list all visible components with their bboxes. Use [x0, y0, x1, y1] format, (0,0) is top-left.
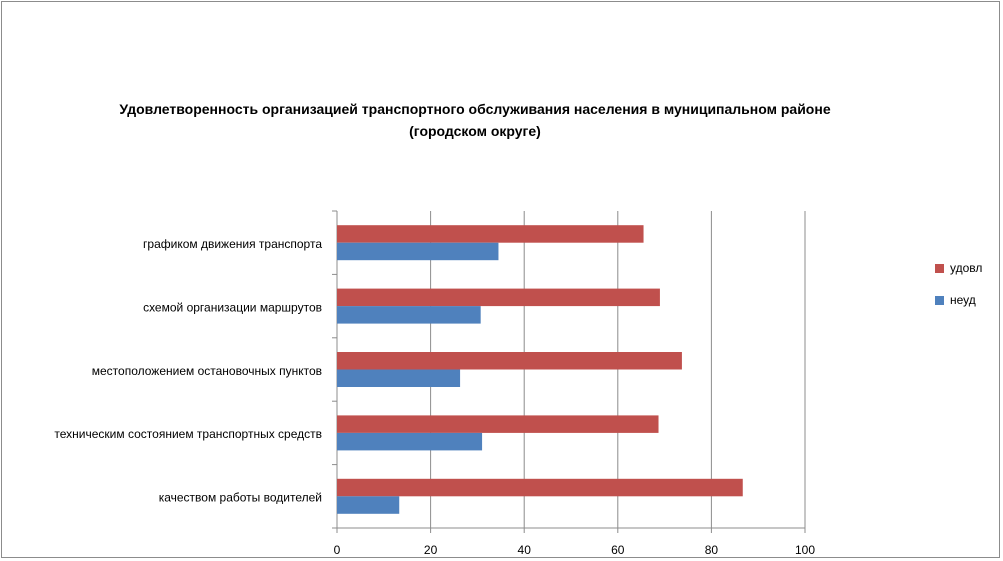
x-tick-label-0: 0: [334, 543, 341, 557]
category-label-2: местоположением остановочных пунктов: [92, 364, 322, 378]
bar-udovl-4: [337, 478, 743, 497]
bar-udovl-0: [337, 225, 644, 243]
bar-udovl-1: [337, 288, 660, 307]
bar-neud-4: [337, 496, 400, 514]
legend-item-neud: неуд: [935, 290, 982, 310]
category-label-1: схемой организации маршрутов: [143, 300, 322, 314]
x-tick-label-100: 100: [795, 543, 815, 557]
x-tick-label-60: 60: [611, 543, 625, 557]
legend-label-udovl: удовл: [950, 261, 983, 275]
x-tick-label-40: 40: [518, 543, 532, 557]
bar-neud-2: [337, 369, 461, 387]
legend-label-neud: неуд: [950, 293, 976, 307]
bar-udovl-3: [337, 415, 659, 433]
category-label-0: графиком движения транспорта: [143, 237, 322, 251]
legend-swatch-neud: [935, 295, 944, 305]
bar-neud-1: [337, 306, 481, 324]
chart-title: Удовлетворенность организацией транспорт…: [119, 101, 831, 139]
category-label-3: техническим состоянием транспортных сред…: [54, 427, 322, 441]
x-tick-label-80: 80: [705, 543, 719, 557]
category-label-4: качеством работы водителей: [159, 491, 322, 505]
legend: удовл неуд: [935, 258, 982, 322]
x-tick-label-20: 20: [424, 543, 438, 557]
bar-udovl-2: [337, 352, 682, 370]
bar-neud-3: [337, 432, 483, 451]
legend-swatch-udovl: [935, 263, 944, 273]
legend-item-udovl: удовл: [935, 258, 982, 278]
bar-neud-0: [337, 242, 499, 261]
